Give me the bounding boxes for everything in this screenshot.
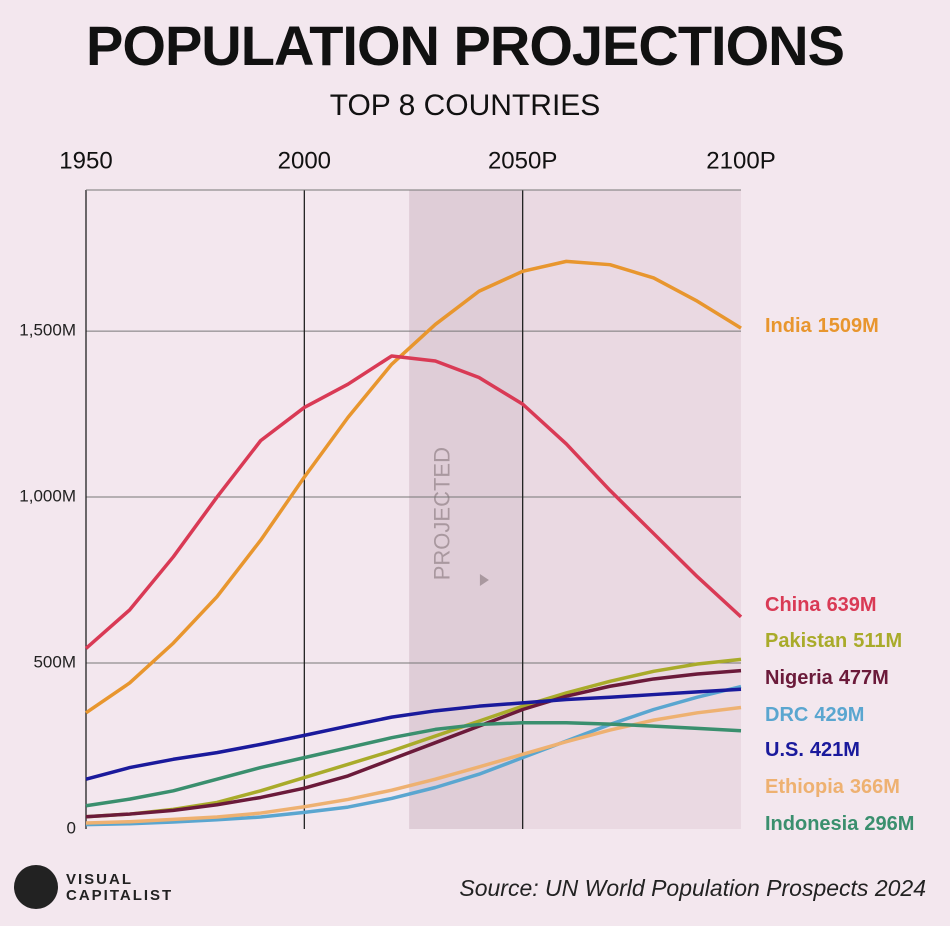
legend-name: Nigeria — [765, 667, 834, 689]
line — [85, 687, 742, 781]
value-label: 511M — [853, 630, 902, 652]
line — [85, 684, 742, 827]
end-label: DRC 429M — [765, 704, 864, 726]
line — [85, 668, 742, 819]
x-tick-label: 2100P — [706, 147, 775, 174]
end-label: Nigeria 477M — [765, 667, 889, 689]
legend-name: Ethiopia — [765, 776, 845, 798]
y-tick-label: 1,500M — [19, 321, 76, 340]
end-label: Indonesia 296M — [765, 813, 914, 835]
legend-name: India — [765, 315, 813, 337]
end-label: Pakistan 511M — [765, 630, 902, 652]
y-tick-label: 500M — [33, 653, 76, 672]
legend-name: U.S. — [765, 739, 804, 761]
value-label: 296M — [864, 813, 914, 835]
source: Source: UN World Population Prospects 20… — [459, 875, 926, 901]
end-label: U.S. 421M — [765, 739, 860, 761]
y-tick-label: 1,000M — [19, 487, 76, 506]
y-tick-label: 0 — [67, 818, 76, 837]
legend-name: DRC — [765, 704, 808, 726]
plot: PROJECTED 0 500M 1,000M 1,500M 1950 2000 2050P 2… — [19, 147, 914, 837]
x-tick-label: 2000 — [278, 147, 331, 174]
brand-line: CAPITALIST — [66, 887, 173, 904]
value-label: 477M — [839, 667, 889, 689]
value-label: 429M — [814, 704, 864, 726]
projected-band — [409, 190, 523, 829]
line — [84, 354, 743, 650]
chart-title: POPULATION PROJECTIONS — [86, 14, 844, 77]
x-tick-label: 2050P — [488, 147, 557, 174]
end-label: India 1509M — [765, 315, 879, 337]
legend-name: Indonesia — [765, 813, 859, 835]
line — [85, 721, 742, 808]
chart-subtitle: TOP 8 COUNTRIES — [330, 89, 601, 122]
logo — [14, 865, 58, 909]
value-label: 366M — [850, 776, 900, 798]
end-label: Ethiopia 366M — [765, 776, 900, 798]
value-label: 421M — [810, 739, 860, 761]
projected-label: PROJECTED — [430, 447, 455, 580]
x-tick-label: 1950 — [59, 147, 112, 174]
end-label: China 639M — [765, 594, 877, 616]
value-label: 639M — [827, 594, 877, 616]
brand-line: VISUAL — [66, 871, 133, 888]
value-label: 1509M — [818, 315, 879, 337]
legend-name: China — [765, 594, 821, 616]
line — [85, 259, 742, 715]
legend-name: Pakistan — [765, 630, 847, 652]
projected-arrow — [479, 574, 489, 587]
projected-area — [522, 190, 741, 829]
